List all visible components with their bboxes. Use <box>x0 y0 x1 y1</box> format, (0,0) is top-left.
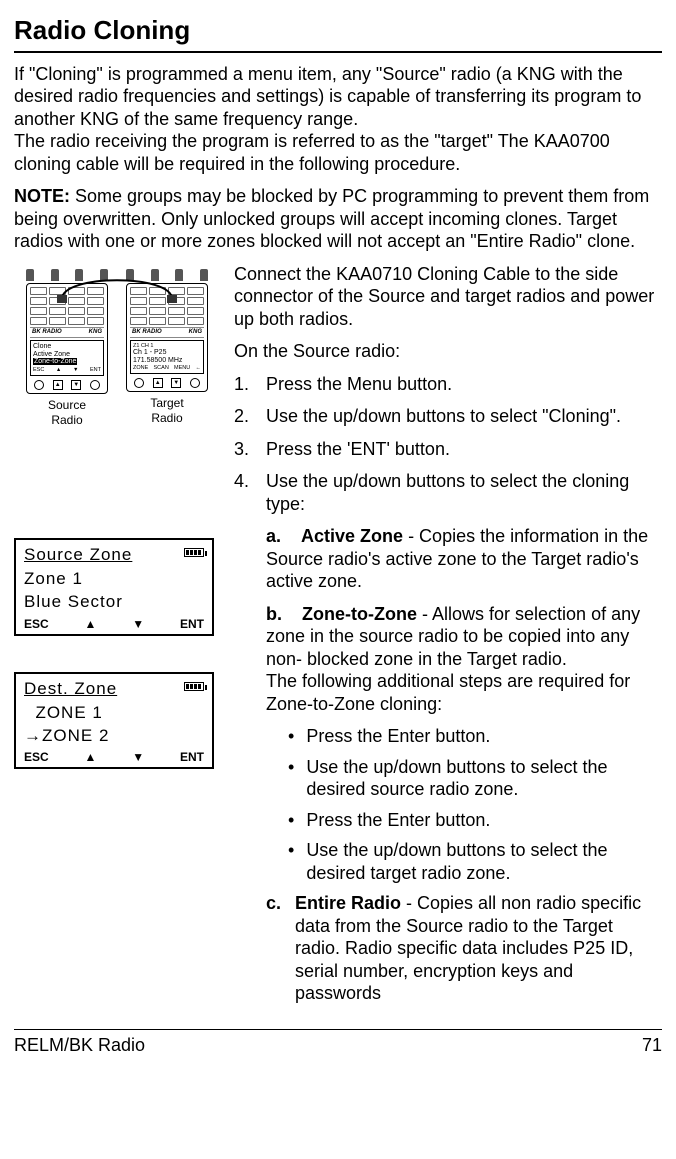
softkey-up-icon: ▲ <box>85 750 97 765</box>
option-b: b. Zone-to-Zone - Allows for selection o… <box>266 603 662 716</box>
screen-line: →ZONE 2 <box>24 725 204 746</box>
step-item: 1.Press the Menu button. <box>234 373 662 396</box>
page-footer: RELM/BK Radio 71 <box>14 1029 662 1057</box>
opt-label: b. <box>266 604 282 624</box>
circle-button-icon <box>90 380 100 390</box>
option-a: a. Active Zone - Copies the information … <box>266 525 662 593</box>
control-buttons <box>30 380 104 390</box>
intro-note: NOTE: Some groups may be blocked by PC p… <box>14 185 662 253</box>
note-label: NOTE: <box>14 186 70 206</box>
note-text: Some groups may be blocked by PC program… <box>14 186 649 251</box>
softkey-ent: ENT <box>180 750 204 765</box>
opt-bold: Active Zone <box>301 526 403 546</box>
cloning-cable <box>14 269 220 305</box>
bullet-text: Use the up/down buttons to select the de… <box>306 756 662 801</box>
bullet-item: Use the up/down buttons to select the de… <box>288 839 662 884</box>
radios-illustration: BK RADIOKNG Clone Active Zone Zone-to-Zo… <box>14 269 220 429</box>
lcd-line: Clone <box>33 343 101 351</box>
brand-row: BK RADIOKNG <box>30 327 104 339</box>
step-text: Use the up/down buttons to select "Cloni… <box>266 405 621 428</box>
down-button-icon <box>71 380 81 390</box>
screen-line: Blue Sector <box>24 591 204 612</box>
dest-zone-screen: Dest. Zone ZONE 1 →ZONE 2 ESC ▲ ▼ ENT <box>14 672 214 770</box>
lcd-line: 171.58500 MHz <box>133 357 201 365</box>
circle-button-icon <box>34 380 44 390</box>
opt-label: c. <box>266 892 281 1005</box>
bullet-text: Press the Enter button. <box>306 809 490 832</box>
battery-icon <box>184 682 204 691</box>
option-c: c. Entire Radio - Copies all non radio s… <box>266 892 662 1005</box>
bullet-item: Press the Enter button. <box>288 725 662 748</box>
bullet-text: Use the up/down buttons to select the de… <box>306 839 662 884</box>
softkeys-row: ESC ▲ ▼ ENT <box>24 617 204 632</box>
steps-list: 1.Press the Menu button. 2.Use the up/do… <box>234 373 662 516</box>
step-text: Press the 'ENT' button. <box>266 438 450 461</box>
step-item: 3.Press the 'ENT' button. <box>234 438 662 461</box>
target-radio-label: TargetRadio <box>126 396 208 426</box>
opt-bold: Entire Radio <box>295 893 401 913</box>
circle-button-icon <box>134 378 144 388</box>
bullet-item: Press the Enter button. <box>288 809 662 832</box>
softkey-esc: ESC <box>24 750 49 765</box>
screen-line: ZONE 1 <box>24 702 204 723</box>
connect-paragraph: Connect the KAA0710 Cloning Cable to the… <box>234 263 662 331</box>
opt-label: a. <box>266 526 281 546</box>
page-title: Radio Cloning <box>14 14 662 47</box>
right-column: Connect the KAA0710 Cloning Cable to the… <box>234 263 662 1015</box>
lcd-softkeys: ESC▲▼ENT <box>33 367 101 373</box>
intro-block: If "Cloning" is programmed a menu item, … <box>14 63 662 253</box>
softkeys-row: ESC ▲ ▼ ENT <box>24 750 204 765</box>
lcd-line: Active Zone <box>33 351 101 359</box>
softkey-esc: ESC <box>24 617 49 632</box>
screen-title: Source Zone <box>24 544 132 565</box>
lcd-line: Ch 1 - P25 <box>133 349 201 357</box>
bullet-item: Use the up/down buttons to select the de… <box>288 756 662 801</box>
left-column: BK RADIOKNG Clone Active Zone Zone-to-Zo… <box>14 263 220 1015</box>
down-button-icon <box>171 378 181 388</box>
title-rule <box>14 51 662 53</box>
lcd-line-hl: Zone-to-Zone <box>33 358 101 366</box>
step-item: 4.Use the up/down buttons to select the … <box>234 470 662 515</box>
up-button-icon <box>153 378 163 388</box>
footer-page-number: 71 <box>642 1034 662 1057</box>
step-text: Press the Menu button. <box>266 373 452 396</box>
opt-c-body: Entire Radio - Copies all non radio spec… <box>295 892 662 1005</box>
footer-left: RELM/BK Radio <box>14 1034 145 1057</box>
brand-text: BK RADIO <box>32 329 62 337</box>
intro-p1-text: If "Cloning" is programmed a menu item, … <box>14 64 641 129</box>
screen-title: Dest. Zone <box>24 678 117 699</box>
bullet-list: Press the Enter button. Use the up/down … <box>288 725 662 884</box>
step-text: Use the up/down buttons to select the cl… <box>266 470 662 515</box>
brand-row: BK RADIOKNG <box>130 327 204 339</box>
target-lcd: Z1 CH 1 Ch 1 - P25 171.58500 MHz ZONESCA… <box>130 340 204 374</box>
opt-text2: The following additional steps are requi… <box>266 671 630 714</box>
softkey-down-icon: ▼ <box>132 750 144 765</box>
bullet-text: Press the Enter button. <box>306 725 490 748</box>
screen-line: Zone 1 <box>24 568 204 589</box>
lcd-softkeys: ZONESCANMENU← <box>133 365 201 371</box>
source-lcd: Clone Active Zone Zone-to-Zone ESC▲▼ENT <box>30 340 104 376</box>
up-button-icon <box>53 380 63 390</box>
softkey-up-icon: ▲ <box>85 617 97 632</box>
battery-icon <box>184 548 204 557</box>
source-radio-label: SourceRadio <box>26 398 108 428</box>
opt-bold: Zone-to-Zone <box>302 604 417 624</box>
main-area: BK RADIOKNG Clone Active Zone Zone-to-Zo… <box>14 263 662 1015</box>
circle-button-icon <box>190 378 200 388</box>
control-buttons <box>130 378 204 388</box>
softkey-down-icon: ▼ <box>132 617 144 632</box>
on-source-paragraph: On the Source radio: <box>234 340 662 363</box>
brand-text: BK RADIO <box>132 329 162 337</box>
source-zone-screen: Source Zone Zone 1 Blue Sector ESC ▲ ▼ E… <box>14 538 214 636</box>
intro-p1: If "Cloning" is programmed a menu item, … <box>14 63 662 176</box>
softkey-ent: ENT <box>180 617 204 632</box>
step-item: 2.Use the up/down buttons to select "Clo… <box>234 405 662 428</box>
intro-p1b-text: The radio receiving the program is refer… <box>14 131 610 174</box>
